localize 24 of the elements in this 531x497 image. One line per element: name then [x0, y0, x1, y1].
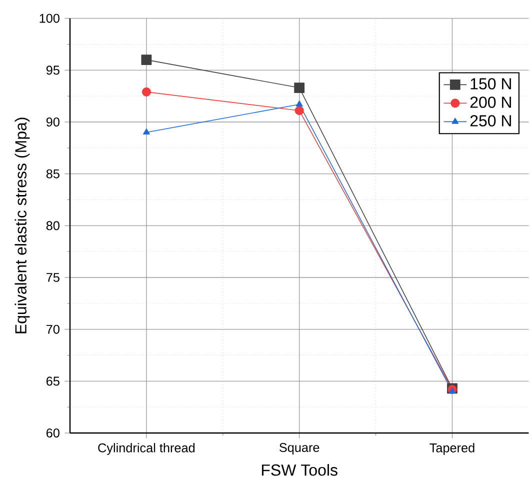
y-tick-label: 85 [46, 169, 60, 178]
y-tick-label: 65 [46, 376, 60, 386]
x-tick-label: Square [280, 443, 320, 455]
legend-label: 200 N [470, 96, 511, 108]
y-axis-title: Equivalent elastic stress (Mpa) [14, 118, 30, 334]
y-tick-label: 60 [46, 428, 60, 438]
y-tick-label: 70 [46, 324, 60, 334]
point [296, 100, 303, 107]
x-axis-title: FSW Tools [262, 464, 338, 476]
y-tick-label: 75 [46, 273, 60, 282]
point [448, 388, 456, 394]
legend-label: 150 N [470, 78, 511, 90]
y-tick-label: 100 [40, 14, 60, 23]
point [294, 82, 305, 93]
x-tick-label: Tapered [430, 443, 474, 455]
point [141, 54, 152, 65]
y-tick-label: 80 [46, 221, 60, 230]
point [294, 106, 304, 116]
y-tick-label: 95 [46, 66, 60, 75]
legend-label: 250 N [470, 115, 511, 126]
point [143, 128, 150, 134]
x-tick-label: Cylindrical thread [98, 443, 195, 455]
point [142, 87, 151, 96]
y-tick-label: 90 [46, 118, 60, 126]
